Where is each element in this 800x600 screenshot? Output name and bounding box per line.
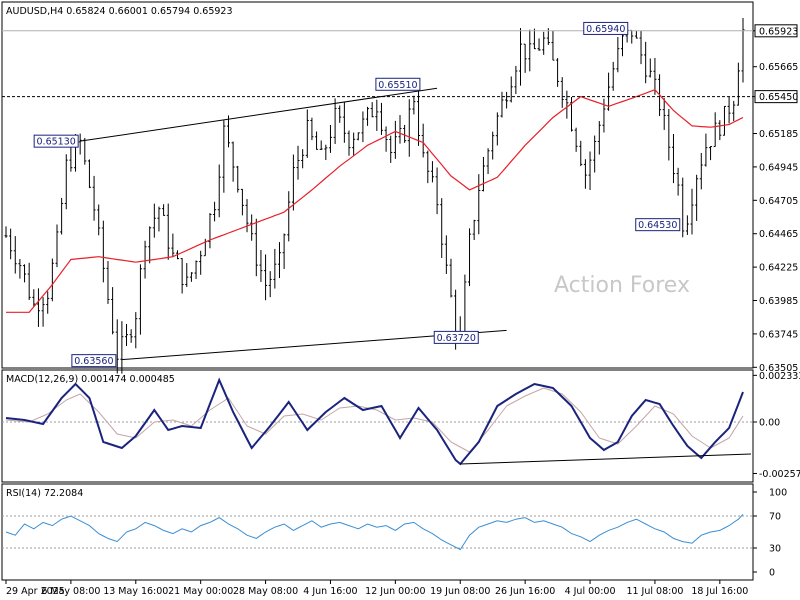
- macd-signal-line: [5, 387, 744, 453]
- price-label: 0.63560: [74, 356, 113, 367]
- time-axis-label: 4 Jun 16:00: [303, 586, 357, 597]
- macd-panel[interactable]: [2, 377, 753, 466]
- price-axis-label: 0.64945: [759, 162, 798, 173]
- rsi-panel[interactable]: [2, 514, 753, 551]
- time-axis-label: 21 May 00:00: [168, 586, 233, 597]
- rsi-line: [5, 514, 744, 551]
- macd-panel-frame: [1, 369, 754, 483]
- price-label-box: [71, 354, 117, 368]
- price-label: 0.65130: [37, 137, 76, 148]
- time-axis-label: 28 May 08:00: [233, 586, 298, 597]
- time-axis-label: 29 Apr 2025: [6, 586, 65, 597]
- price-label: 0.65510: [378, 80, 417, 91]
- macd-title: MACD(12,26,9) 0.001474 0.000485: [6, 374, 175, 385]
- current-price-tag: [754, 24, 798, 38]
- time-axis-label: 11 Jul 08:00: [626, 586, 683, 597]
- watermark-text: Action Forex: [554, 273, 690, 298]
- price-axis-label: 0.64705: [759, 196, 798, 207]
- price-axis-label: 0.64225: [759, 263, 798, 274]
- price-label-box: [375, 77, 421, 91]
- price-axis-label: 0.64465: [759, 229, 798, 240]
- price-axis-label: 0.63985: [759, 296, 798, 307]
- rsi-title: RSI(14) 72.2084: [6, 488, 83, 499]
- rsi-axis-label: 100: [769, 488, 787, 499]
- price-axis-label: 0.63745: [759, 329, 798, 340]
- price-label-box: [433, 330, 479, 344]
- price-axis-label: 0.65923: [759, 26, 798, 37]
- time-axis-label: 18 Jul 16:00: [691, 586, 748, 597]
- price-axis-label: 0.65185: [759, 129, 798, 140]
- instrument-header: AUDUSD,H4 0.65824 0.66001 0.65794 0.6592…: [6, 6, 233, 17]
- price-label: 0.64530: [638, 220, 677, 231]
- trendline: [80, 87, 438, 142]
- time-axis-label: 19 Jun 08:00: [430, 586, 490, 597]
- price-label: 0.65940: [586, 24, 625, 35]
- rsi-axis-label: 30: [769, 544, 781, 555]
- price-axis-label: 0.65665: [759, 62, 798, 73]
- macd-axis-label: 0.00: [759, 418, 780, 429]
- candle-series: [4, 18, 745, 374]
- axes: 0.65923 0.65665 0.65450 0.65185 0.64945 0.647…: [5, 24, 800, 597]
- price-axis-label: 0.63505: [759, 363, 798, 374]
- level-price-tag: [754, 90, 798, 104]
- rsi-panel-frame: [1, 483, 754, 581]
- panel-frames: [1, 1, 754, 581]
- rsi-axis-label: 70: [769, 512, 781, 523]
- rsi-axis-label: 0: [769, 568, 775, 579]
- time-axis-label: 12 Jun 00:00: [365, 586, 425, 597]
- macd-axis-label: -0.002574: [759, 469, 800, 480]
- price-label-box: [33, 134, 79, 148]
- time-axis-label: 26 Jun 16:00: [495, 586, 555, 597]
- price-label: 0.63720: [437, 333, 476, 344]
- macd-main-line: [5, 377, 744, 466]
- price-panel[interactable]: 0.65130 0.65510 0.63560 0.63720 0.65940 0.645…: [2, 18, 753, 374]
- time-axis-label: 13 May 16:00: [103, 586, 168, 597]
- time-axis-label: 4 Jul 00:00: [565, 586, 616, 597]
- time-axis-label: 6 May 08:00: [41, 586, 100, 597]
- moving-average-line: [6, 88, 744, 313]
- price-axis-label: 0.65450: [759, 92, 798, 103]
- price-panel-frame: [1, 1, 754, 369]
- price-label-box: [583, 21, 629, 35]
- price-label-box: [635, 218, 681, 232]
- macd-trendline: [460, 453, 752, 465]
- macd-axis-label: 0.002333: [759, 371, 800, 382]
